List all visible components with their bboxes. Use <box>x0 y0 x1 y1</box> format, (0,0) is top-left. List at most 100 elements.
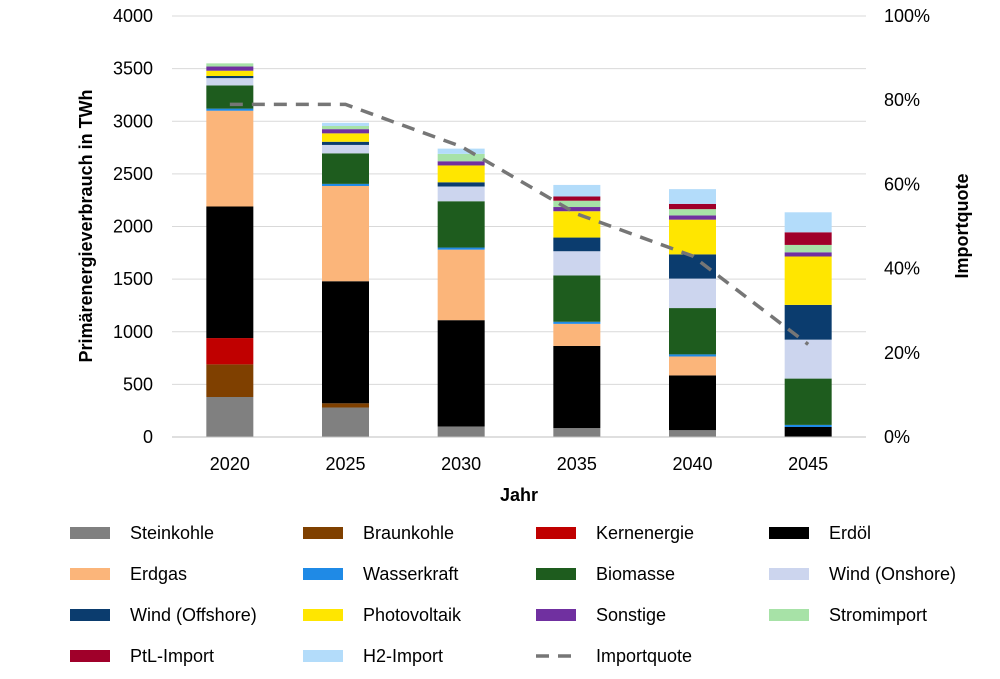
bar-segment-wind-onshore-2035 <box>553 251 601 276</box>
legend-label: Biomasse <box>596 564 675 584</box>
bar-segment-wasserkraft-2040 <box>669 354 716 357</box>
bar-segment-wind-offshore-2035 <box>553 237 601 252</box>
legend-swatch <box>70 568 110 580</box>
bar-segment-photovoltaik-2025 <box>322 133 369 142</box>
bar-segment-erdgas-2035 <box>553 323 601 346</box>
y-tick-label: 1000 <box>113 322 153 342</box>
bar-segment-biomasse-2025 <box>322 153 369 184</box>
legend-label: Importquote <box>596 646 692 666</box>
bar-segment-braunkohle-2020 <box>206 364 254 398</box>
bar-segment-erd-l-2045 <box>784 427 832 437</box>
bar-segment-wind-onshore-2030 <box>437 186 485 202</box>
bar-segment-photovoltaik-2020 <box>206 70 254 76</box>
y-tick-label: 500 <box>123 374 153 394</box>
y2-tick-label: 80% <box>884 90 920 110</box>
bar-segment-wind-offshore-2025 <box>322 141 369 145</box>
legend-label: Kernenergie <box>596 523 694 543</box>
legend-item-wind-offshore: Wind (Offshore) <box>70 605 257 625</box>
legend-swatch <box>303 650 343 662</box>
legend-item-h2-import: H2-Import <box>303 646 443 666</box>
bar-segment-photovoltaik-2040 <box>669 219 716 255</box>
bar-segment-stromimport-2045 <box>784 244 832 253</box>
bar-segment-wasserkraft-2045 <box>784 424 832 428</box>
legend-item-stromimport: Stromimport <box>769 605 927 625</box>
bar-segment-sonstige-2040 <box>669 215 716 220</box>
legend-swatch <box>536 568 576 580</box>
bar-segment-erdgas-2040 <box>669 356 716 376</box>
bar-segment-erd-l-2035 <box>553 345 601 429</box>
bar-segment-wind-onshore-2045 <box>784 339 832 379</box>
bar-segment-erd-l-2020 <box>206 206 254 339</box>
legend-swatch <box>536 609 576 621</box>
axes: 0 500 1000 1500 2000 2500 3000 3500 4000 0% 20% 40%… <box>113 6 930 474</box>
bar-segment-h2-import-2035 <box>553 184 601 197</box>
gridlines <box>172 15 866 385</box>
bar-segment-wasserkraft-2035 <box>553 321 601 324</box>
bar-segment-wind-onshore-2040 <box>669 278 716 309</box>
legend-swatch <box>70 609 110 621</box>
x-tick-label: 2030 <box>441 454 481 474</box>
y-tick-label: 1500 <box>113 269 153 289</box>
bar-segment-erd-l-2025 <box>322 281 369 404</box>
bar-segment-sonstige-2030 <box>437 161 485 166</box>
x-tick-label: 2045 <box>788 454 828 474</box>
legend-swatch <box>70 527 110 539</box>
bar-segment-h2-import-2045 <box>784 212 832 233</box>
legend-label: Erdöl <box>829 523 871 543</box>
bar-segment-stromimport-2025 <box>322 125 369 130</box>
bar-segment-kernenergie-2020 <box>206 338 254 365</box>
legend-label: Braunkohle <box>363 523 454 543</box>
legend-label: H2-Import <box>363 646 443 666</box>
bar-segment-wind-offshore-2030 <box>437 182 485 187</box>
bar-segment-erdgas-2030 <box>437 249 485 321</box>
bar-segment-sonstige-2035 <box>553 207 601 212</box>
bar-segment-erd-l-2030 <box>437 320 485 427</box>
legend-item-erd-l: Erdöl <box>769 523 871 543</box>
bar-segment-h2-import-2030 <box>437 148 485 154</box>
legend-item-braunkohle: Braunkohle <box>303 523 454 543</box>
legend-item-biomasse: Biomasse <box>536 564 675 584</box>
bar-segment-erdgas-2025 <box>322 185 369 282</box>
legend-label: Wind (Onshore) <box>829 564 956 584</box>
legend: Steinkohle Braunkohle Kernenergie Erdöl Erdg… <box>70 523 956 666</box>
bar-segment-ptl-import-2045 <box>784 232 832 245</box>
bar-segment-biomasse-2035 <box>553 275 601 322</box>
importquote-line <box>229 102 810 346</box>
legend-label: Stromimport <box>829 605 927 625</box>
bar-segment-steinkohle-2040 <box>669 430 716 437</box>
bar-segment-wind-offshore-2045 <box>784 304 832 340</box>
legend-label: Wind (Offshore) <box>130 605 257 625</box>
x-axis-title: Jahr <box>500 485 538 505</box>
bar-segment-steinkohle-2030 <box>437 426 485 437</box>
y2-tick-label: 40% <box>884 259 920 279</box>
bar-segment-h2-import-2025 <box>322 122 369 126</box>
legend-swatch <box>303 527 343 539</box>
bar-segment-wind-onshore-2020 <box>206 78 254 86</box>
bar-segment-steinkohle-2035 <box>553 428 601 437</box>
legend-label: Erdgas <box>130 564 187 584</box>
bar-segment-wasserkraft-2025 <box>322 183 369 186</box>
legend-swatch <box>769 568 809 580</box>
bar-segment-braunkohle-2025 <box>322 403 369 408</box>
legend-label: Wasserkraft <box>363 564 458 584</box>
legend-item-photovoltaik: Photovoltaik <box>303 605 462 625</box>
legend-swatch <box>769 609 809 621</box>
x-tick-label: 2040 <box>672 454 712 474</box>
legend-label: Sonstige <box>596 605 666 625</box>
y2-axis-title: Importquote <box>952 174 972 279</box>
legend-label: Steinkohle <box>130 523 214 543</box>
bar-segment-photovoltaik-2045 <box>784 256 832 305</box>
bar-segment-ptl-import-2035 <box>553 196 601 201</box>
bar-segment-erd-l-2040 <box>669 375 716 431</box>
legend-swatch <box>769 527 809 539</box>
legend-item-steinkohle: Steinkohle <box>70 523 214 543</box>
y2-tick-label: 100% <box>884 6 930 26</box>
y-tick-label: 2500 <box>113 164 153 184</box>
x-tick-label: 2020 <box>210 454 250 474</box>
bar-segment-stromimport-2035 <box>553 200 601 208</box>
x-tick-label: 2035 <box>557 454 597 474</box>
bar-segment-stromimport-2030 <box>437 153 485 162</box>
bar-segment-steinkohle-2020 <box>206 397 254 437</box>
y2-tick-label: 20% <box>884 343 920 363</box>
bar-segment-biomasse-2030 <box>437 201 485 248</box>
